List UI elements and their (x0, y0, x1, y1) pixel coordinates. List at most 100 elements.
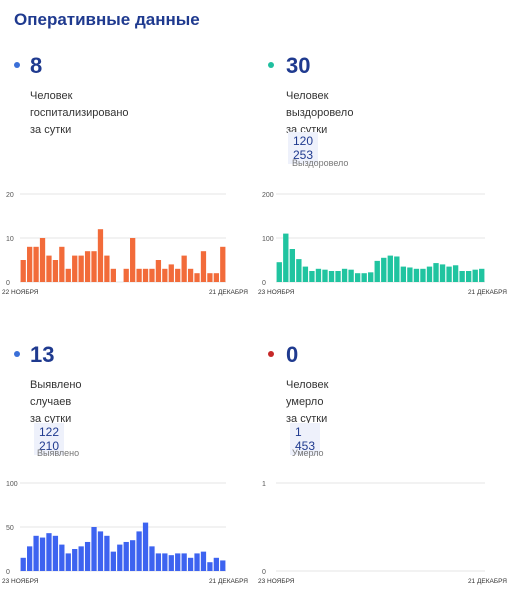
bar (446, 266, 452, 282)
bar (181, 255, 187, 282)
bar (479, 268, 485, 282)
hospitalized-chart: 20 10 0 22 НОЯБРЯ 21 ДЕКАБРЯ (2, 192, 248, 296)
x-start-label: 23 НОЯБРЯ (2, 578, 39, 585)
bar (78, 546, 84, 571)
bar (59, 544, 65, 571)
bar (97, 531, 104, 571)
bar (407, 267, 413, 282)
y-tick-label: 20 (6, 192, 14, 199)
bar (155, 260, 162, 282)
label-line: за сутки (30, 124, 72, 136)
y-tick-label: 0 (6, 569, 10, 576)
label-line: Человек выздоровело (286, 90, 354, 119)
hospitalized-count: 8 (30, 53, 43, 78)
recovered-total-label: Выздоровело (292, 158, 349, 168)
bar (426, 266, 433, 282)
bar (213, 557, 219, 571)
bar (84, 541, 91, 571)
bar (39, 537, 46, 571)
bar (27, 546, 33, 571)
label-line: Человек умерло (286, 379, 329, 408)
status-dot (14, 62, 20, 68)
bar (65, 268, 71, 282)
cases-total-label: Выявлено (37, 448, 80, 458)
status-dot (268, 351, 274, 357)
bar (110, 268, 116, 282)
label-line: за сутки (30, 413, 72, 425)
bar (46, 533, 52, 571)
bar (207, 562, 213, 571)
bar (400, 266, 407, 282)
bar (220, 560, 226, 571)
bar (439, 264, 446, 282)
bar (27, 246, 33, 282)
bar (309, 271, 315, 282)
bar (84, 251, 91, 282)
bar (361, 273, 367, 282)
bar (72, 255, 78, 282)
recovered-chart: 200 100 0 23 НОЯБРЯ 21 ДЕКАБРЯ (258, 192, 507, 296)
bar (302, 266, 309, 282)
bar (465, 271, 472, 282)
recovered-count: 30 (286, 53, 311, 78)
deaths-count: 0 (286, 342, 299, 367)
cases-count: 13 (30, 342, 55, 367)
bar (348, 269, 354, 282)
bar (200, 251, 207, 282)
y-tick-label: 200 (262, 192, 274, 199)
bar (276, 262, 282, 282)
bar (110, 551, 116, 571)
bar (136, 531, 142, 571)
cases-label: Выявлено случаев за сутки (30, 377, 82, 428)
bar (296, 259, 302, 282)
bar (168, 264, 174, 282)
x-start-label: 22 НОЯБРЯ (2, 289, 39, 296)
bar (33, 535, 39, 571)
bar (200, 551, 207, 571)
bar (187, 268, 194, 282)
bar (452, 265, 459, 282)
bar (91, 527, 97, 571)
bar (46, 255, 52, 282)
bar (394, 256, 400, 282)
label-line: Человек госпитализировано (30, 90, 129, 119)
bar (130, 238, 136, 282)
y-tick-label: 1 (262, 481, 266, 488)
y-tick-label: 0 (262, 569, 266, 576)
bar (130, 540, 136, 571)
bar (315, 268, 322, 282)
y-tick-label: 100 (262, 236, 274, 243)
bar (472, 269, 478, 282)
bar (207, 273, 213, 282)
bar (328, 271, 335, 282)
bar (155, 553, 162, 571)
recovered-total: 120 253 (288, 132, 319, 164)
bar (91, 251, 97, 282)
x-end-label: 21 ДЕКАБРЯ (209, 289, 248, 296)
deaths-label: Человек умерло за сутки (286, 377, 328, 428)
x-end-label: 21 ДЕКАБРЯ (209, 578, 248, 585)
bar (187, 557, 194, 571)
deaths-chart: 1 0 23 НОЯБРЯ 21 ДЕКАБРЯ (258, 481, 507, 585)
bar (283, 233, 289, 282)
bar (335, 271, 341, 282)
bar (104, 255, 110, 282)
y-tick-label: 0 (262, 280, 266, 287)
bar (97, 229, 104, 282)
status-dot (268, 62, 274, 68)
cases-chart: 100 50 0 23 НОЯБРЯ 21 ДЕКАБРЯ (2, 481, 248, 585)
bar (78, 255, 84, 282)
bar (181, 553, 187, 571)
bar (168, 555, 174, 571)
bar (387, 255, 393, 282)
bar (72, 549, 78, 571)
bar (322, 269, 328, 282)
bar (413, 268, 420, 282)
bar (52, 260, 59, 282)
bar (149, 546, 155, 571)
label-line: Выявлено случаев (30, 379, 82, 408)
bar (420, 268, 426, 282)
bar (136, 268, 142, 282)
bar (142, 268, 149, 282)
bar (162, 553, 168, 571)
